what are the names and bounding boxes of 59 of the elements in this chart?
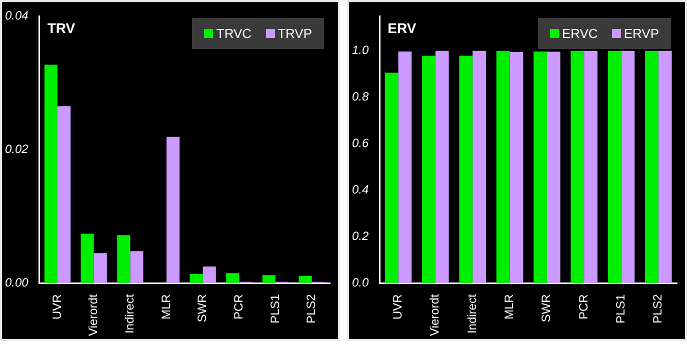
bar (546, 52, 560, 284)
bar (190, 274, 203, 284)
x-tick-label: UVR (390, 294, 405, 320)
chart-title: TRV (47, 20, 76, 36)
bar (496, 50, 510, 284)
bar (44, 64, 58, 284)
x-tick-label: Indirect (464, 294, 479, 334)
bar (298, 276, 312, 284)
legend-label: ERVC (562, 26, 598, 41)
bar (534, 52, 547, 284)
y-tick-label: 0.04 (4, 8, 29, 22)
y-tick-label: 0.6 (352, 136, 369, 150)
bar (398, 52, 412, 284)
bar (166, 136, 180, 284)
bar (435, 50, 449, 284)
y-tick-label: 0.0 (352, 276, 369, 290)
bar (384, 72, 398, 284)
bar (472, 50, 486, 284)
x-tick-label: Vierordt (428, 294, 442, 336)
y-tick-label: 0.4 (352, 182, 369, 197)
x-tick-label: SWR (539, 294, 554, 322)
y-tick-label: 0.02 (4, 142, 29, 156)
y-tick-label: 0.8 (352, 90, 369, 104)
bar (117, 235, 130, 284)
bar (584, 50, 598, 284)
bar (510, 52, 524, 284)
y-tick-label: 0.2 (352, 229, 369, 244)
bar (262, 275, 276, 284)
bar (94, 253, 107, 284)
bar (58, 106, 71, 284)
x-tick-label: PLS1 (268, 294, 282, 324)
x-tick-label: PLS1 (614, 294, 628, 324)
bar (645, 50, 658, 284)
bar (570, 50, 584, 284)
bar (80, 234, 94, 284)
x-tick-label: SWR (195, 294, 210, 322)
x-tick-label: PLS2 (304, 294, 318, 324)
x-tick-label: MLR (502, 294, 516, 320)
legend-label: ERVP (624, 26, 659, 41)
x-tick-label: Vierordt (86, 294, 100, 336)
bar (130, 251, 144, 284)
bar (459, 56, 473, 284)
y-tick-label: 1.0 (352, 43, 369, 58)
x-tick-label: MLR (158, 294, 173, 320)
legend-label: TRVP (278, 26, 312, 41)
x-tick-label: PLS2 (650, 294, 665, 324)
bar (422, 56, 436, 284)
bar (658, 50, 672, 284)
bar (226, 273, 240, 284)
legend-label: TRVC (216, 26, 252, 41)
chart-title: ERV (388, 20, 417, 36)
x-tick-label: PCR (576, 294, 590, 320)
bar (608, 50, 622, 284)
y-tick-label: 0.00 (4, 276, 29, 290)
bar (621, 50, 635, 284)
x-tick-label: PCR (231, 294, 246, 320)
bar (202, 266, 216, 284)
x-tick-label: Indirect (122, 294, 136, 334)
x-tick-label: UVR (50, 294, 64, 320)
